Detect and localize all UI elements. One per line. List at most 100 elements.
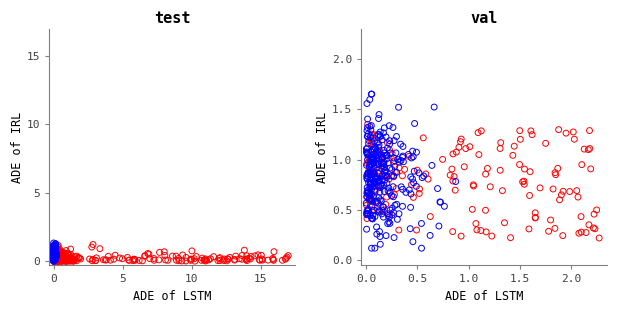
Point [57, 258, 67, 263]
Point [448, 151, 458, 156]
Point [154, 257, 164, 263]
Point [49, 259, 59, 264]
Point [56, 252, 66, 257]
Point [449, 174, 459, 179]
Point [394, 211, 404, 216]
Point [365, 164, 375, 169]
Point [49, 258, 59, 263]
Point [49, 249, 59, 254]
Point [385, 212, 395, 217]
Point [51, 241, 61, 246]
Point [49, 257, 59, 263]
Point [117, 256, 127, 261]
Point [53, 256, 63, 261]
Point [49, 250, 59, 255]
Point [363, 157, 373, 162]
Point [366, 132, 376, 137]
Point [103, 254, 113, 259]
Point [397, 204, 407, 209]
Point [390, 203, 400, 208]
Point [52, 258, 62, 263]
Point [366, 135, 376, 140]
Point [49, 250, 59, 255]
Point [49, 258, 59, 263]
Point [362, 161, 372, 166]
Point [56, 255, 66, 260]
Point [49, 250, 59, 255]
Point [137, 258, 147, 263]
Point [69, 258, 79, 263]
Point [181, 258, 191, 263]
Point [49, 258, 59, 263]
Point [87, 258, 97, 263]
Point [54, 257, 64, 262]
Point [49, 243, 59, 248]
Point [374, 195, 384, 200]
Point [57, 252, 67, 257]
Point [375, 234, 385, 239]
Point [49, 255, 59, 260]
Point [372, 207, 382, 212]
Point [366, 156, 376, 161]
Point [244, 256, 254, 261]
Point [51, 249, 61, 254]
Point [63, 251, 73, 256]
Point [87, 245, 97, 250]
Point [64, 252, 74, 257]
Point [414, 191, 424, 196]
Point [371, 156, 381, 161]
Point [375, 134, 385, 139]
Point [50, 258, 60, 263]
Point [50, 258, 60, 263]
Point [378, 155, 388, 160]
Point [50, 254, 60, 259]
Point [471, 221, 481, 226]
Point [524, 226, 534, 231]
Point [52, 252, 62, 257]
Point [401, 190, 411, 195]
Point [590, 226, 600, 231]
Point [456, 137, 466, 142]
Point [51, 247, 61, 252]
Point [368, 160, 378, 165]
Point [49, 257, 59, 262]
Point [383, 160, 393, 165]
Point [447, 166, 457, 171]
Point [54, 258, 64, 263]
Point [106, 258, 116, 263]
Point [53, 252, 62, 257]
Point [62, 258, 72, 263]
Title: val: val [470, 11, 497, 26]
Point [363, 125, 373, 130]
Point [50, 254, 60, 259]
Point [396, 142, 405, 147]
Point [383, 146, 392, 151]
Point [367, 172, 377, 177]
Point [468, 182, 478, 187]
Point [281, 257, 290, 262]
Point [525, 169, 535, 174]
Point [54, 257, 64, 262]
Point [366, 246, 376, 251]
Point [66, 246, 75, 252]
Point [49, 256, 59, 261]
Point [365, 170, 375, 175]
Point [414, 171, 424, 176]
Point [54, 255, 64, 260]
Point [222, 256, 232, 261]
Point [377, 211, 387, 216]
Point [56, 256, 66, 261]
Point [392, 170, 402, 175]
Point [57, 257, 67, 262]
Point [383, 221, 392, 226]
Point [49, 254, 59, 259]
Point [53, 258, 62, 263]
Point [56, 257, 66, 263]
Point [407, 176, 417, 181]
Point [558, 189, 568, 194]
Point [64, 256, 74, 261]
Point [379, 204, 389, 209]
Point [61, 253, 71, 258]
Point [373, 140, 383, 145]
X-axis label: ADE of LSTM: ADE of LSTM [445, 290, 523, 303]
